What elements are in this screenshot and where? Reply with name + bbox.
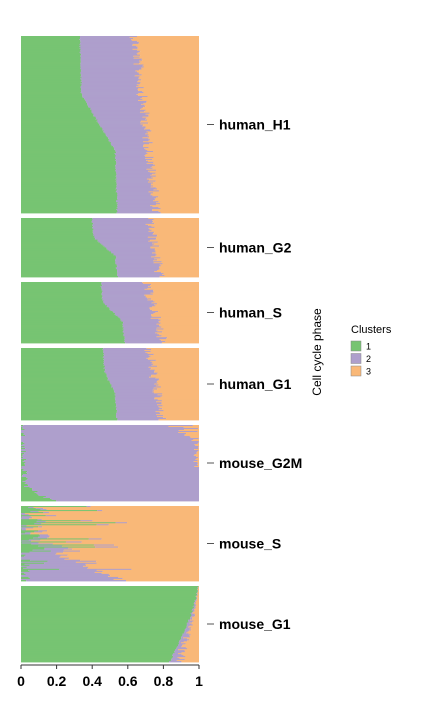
panel-label: mouse_G2M	[219, 455, 302, 471]
bar-cluster-2	[117, 212, 161, 213]
bar-cluster-2	[56, 500, 199, 501]
bar-cluster-3	[161, 212, 199, 213]
panel-mouse_G2M	[21, 425, 199, 501]
bar-cluster-2	[26, 580, 126, 581]
bar-cluster-1	[21, 342, 125, 343]
legend-label-1: 1	[366, 342, 371, 352]
legend-title: Clusters	[351, 324, 392, 336]
bar-cluster-1	[21, 661, 169, 662]
panel-human_G2	[21, 218, 199, 277]
panel-human_S	[21, 282, 199, 343]
bar-cluster-3	[162, 342, 199, 343]
panel-human_G1	[21, 348, 199, 420]
bar-cluster-2	[169, 661, 181, 662]
bar-cluster-3	[159, 419, 199, 420]
panel-label: mouse_G1	[219, 616, 291, 632]
bar-cluster-1	[21, 500, 56, 501]
panel-label: human_H1	[219, 117, 291, 133]
legend-label-2: 2	[366, 354, 371, 364]
x-tick-label: 1	[195, 673, 203, 689]
bar-cluster-2	[118, 276, 160, 277]
panel-mouse_G1	[21, 586, 199, 662]
bar-cluster-1	[21, 276, 118, 277]
legend-swatch-3	[351, 366, 361, 376]
panel-human_H1	[21, 36, 199, 213]
panel-label: mouse_S	[219, 536, 281, 552]
x-tick-label: 0.8	[154, 673, 174, 689]
panel-mouse_S	[21, 506, 199, 581]
bar-cluster-2	[117, 419, 158, 420]
x-tick-label: 0.4	[82, 673, 102, 689]
bar-cluster-3	[160, 276, 199, 277]
y-axis-title: Cell cycle phase	[310, 308, 324, 396]
panel-label: human_G2	[219, 240, 292, 256]
legend-label-3: 3	[366, 367, 371, 377]
bar-cluster-3	[126, 580, 199, 581]
panel-label: human_S	[219, 305, 282, 321]
x-tick-label: 0.2	[47, 673, 67, 689]
bar-cluster-2	[125, 342, 162, 343]
bar-cluster-1	[21, 212, 117, 213]
panel-label: human_G1	[219, 376, 292, 392]
legend-swatch-2	[351, 354, 361, 364]
bar-cluster-3	[181, 661, 199, 662]
legend-swatch-1	[351, 341, 361, 351]
bar-cluster-1	[21, 580, 26, 581]
x-tick-label: 0	[17, 673, 25, 689]
bar-cluster-1	[21, 419, 117, 420]
legend: Clusters 1 2 3	[351, 324, 392, 377]
x-tick-label: 0.6	[118, 673, 138, 689]
